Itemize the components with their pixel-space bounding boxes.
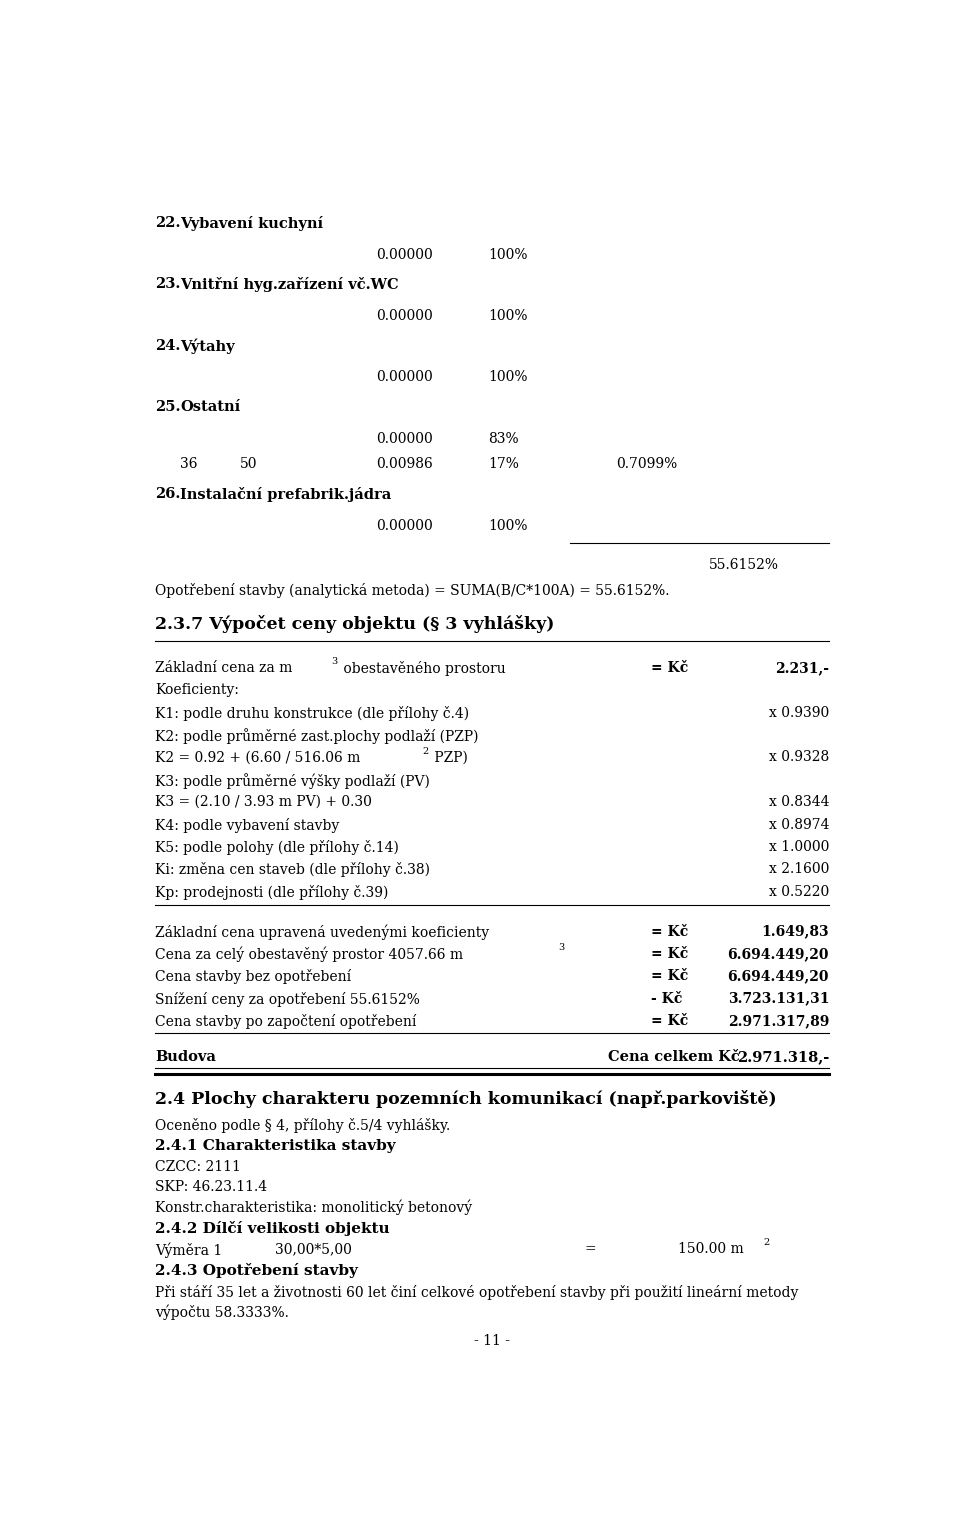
Text: Oceněno podle § 4, přílohy č.5/4 vyhlášky.: Oceněno podle § 4, přílohy č.5/4 vyhlášk… — [155, 1117, 450, 1132]
Text: 23.: 23. — [155, 278, 180, 292]
Text: 0.00000: 0.00000 — [375, 248, 433, 263]
Text: 83%: 83% — [488, 431, 518, 446]
Text: 2.4.2 Dílčí velikosti objektu: 2.4.2 Dílčí velikosti objektu — [155, 1221, 390, 1236]
Text: = Kč: = Kč — [651, 1015, 688, 1028]
Text: Ki: změna cen staveb (dle přílohy č.38): Ki: změna cen staveb (dle přílohy č.38) — [155, 862, 430, 877]
Text: 2.4.1 Charakteristika stavby: 2.4.1 Charakteristika stavby — [155, 1138, 396, 1152]
Text: 1.649,83: 1.649,83 — [761, 924, 829, 938]
Text: K2 = 0.92 + (6.60 / 516.06 m: K2 = 0.92 + (6.60 / 516.06 m — [155, 750, 360, 764]
Text: 2.4 Plochy charakteru pozemních komunikací (např.parkoviště): 2.4 Plochy charakteru pozemních komunika… — [155, 1091, 777, 1108]
Text: 3.723.131,31: 3.723.131,31 — [728, 992, 829, 1005]
Text: K1: podle druhu konstrukce (dle přílohy č.4): K1: podle druhu konstrukce (dle přílohy … — [155, 706, 469, 721]
Text: Cena celkem Kč: Cena celkem Kč — [609, 1050, 740, 1065]
Text: 100%: 100% — [488, 248, 528, 263]
Text: Základní cena za m: Základní cena za m — [155, 662, 292, 675]
Text: 55.6152%: 55.6152% — [708, 558, 779, 571]
Text: 6.694.449,20: 6.694.449,20 — [728, 947, 829, 961]
Text: K3: podle průměrné výšky podlaží (PV): K3: podle průměrné výšky podlaží (PV) — [155, 773, 430, 788]
Text: Výtahy: Výtahy — [180, 339, 235, 354]
Text: x 0.8974: x 0.8974 — [769, 817, 829, 831]
Text: 2.231,-: 2.231,- — [775, 662, 829, 675]
Text: - Kč: - Kč — [651, 992, 683, 1005]
Text: 2.3.7 Výpočet ceny objektu (§ 3 vyhlášky): 2.3.7 Výpočet ceny objektu (§ 3 vyhlášky… — [155, 616, 554, 633]
Text: Konstr.charakteristika: monolitický betonový: Konstr.charakteristika: monolitický beto… — [155, 1199, 472, 1215]
Text: 30,00*5,00: 30,00*5,00 — [275, 1242, 352, 1256]
Text: 17%: 17% — [488, 457, 519, 472]
Text: 3: 3 — [558, 943, 564, 952]
Text: CZCC: 2111: CZCC: 2111 — [155, 1160, 241, 1174]
Text: 100%: 100% — [488, 309, 528, 324]
Text: Ostatní: Ostatní — [180, 400, 241, 414]
Text: 100%: 100% — [488, 518, 528, 533]
Text: 2: 2 — [422, 747, 428, 756]
Text: x 2.1600: x 2.1600 — [769, 862, 829, 876]
Text: x 0.8344: x 0.8344 — [769, 795, 829, 810]
Text: = Kč: = Kč — [651, 924, 688, 938]
Text: 2: 2 — [763, 1238, 770, 1247]
Text: x 0.5220: x 0.5220 — [769, 885, 829, 898]
Text: =: = — [585, 1242, 596, 1256]
Text: 50: 50 — [240, 457, 257, 472]
Text: 0.00000: 0.00000 — [375, 309, 433, 324]
Text: 3: 3 — [331, 657, 337, 666]
Text: 6.694.449,20: 6.694.449,20 — [728, 969, 829, 984]
Text: 100%: 100% — [488, 370, 528, 385]
Text: x 0.9390: x 0.9390 — [769, 706, 829, 720]
Text: K3 = (2.10 / 3.93 m PV) + 0.30: K3 = (2.10 / 3.93 m PV) + 0.30 — [155, 795, 372, 810]
Text: obestavěného prostoru: obestavěného prostoru — [339, 662, 505, 675]
Text: K2: podle průměrné zast.plochy podlaží (PZP): K2: podle průměrné zast.plochy podlaží (… — [155, 729, 478, 744]
Text: 2.971.317,89: 2.971.317,89 — [728, 1015, 829, 1028]
Text: 150.00 m: 150.00 m — [678, 1242, 744, 1256]
Text: 2.971.318,-: 2.971.318,- — [737, 1050, 829, 1065]
Text: Základní cena upravená uvedenými koeficienty: Základní cena upravená uvedenými koefici… — [155, 924, 489, 940]
Text: Vnitřní hyg.zařízení vč.WC: Vnitřní hyg.zařízení vč.WC — [180, 278, 399, 292]
Text: Výměra 1: Výměra 1 — [155, 1242, 222, 1258]
Text: Budova: Budova — [155, 1050, 216, 1065]
Text: Při stáří 35 let a životnosti 60 let činí celkové opotřebení stavby při použití : Při stáří 35 let a životnosti 60 let čin… — [155, 1285, 799, 1300]
Text: Koeficienty:: Koeficienty: — [155, 683, 239, 697]
Text: Instalační prefabrik.jádra: Instalační prefabrik.jádra — [180, 487, 392, 501]
Text: 24.: 24. — [155, 339, 180, 353]
Text: SKP: 46.23.11.4: SKP: 46.23.11.4 — [155, 1180, 267, 1193]
Text: 0.00000: 0.00000 — [375, 518, 433, 533]
Text: Cena za celý obestavěný prostor 4057.66 m: Cena za celý obestavěný prostor 4057.66 … — [155, 947, 463, 963]
Text: = Kč: = Kč — [651, 947, 688, 961]
Text: Cena stavby bez opotřebení: Cena stavby bez opotřebení — [155, 969, 351, 984]
Text: x 1.0000: x 1.0000 — [769, 840, 829, 854]
Text: Vybavení kuchyní: Vybavení kuchyní — [180, 217, 324, 231]
Text: = Kč: = Kč — [651, 969, 688, 984]
Text: K4: podle vybavení stavby: K4: podle vybavení stavby — [155, 817, 339, 833]
Text: = Kč: = Kč — [651, 662, 688, 675]
Text: x 0.9328: x 0.9328 — [769, 750, 829, 764]
Text: 0.7099%: 0.7099% — [616, 457, 677, 472]
Text: Cena stavby po započtení opotřebení: Cena stavby po započtení opotřebení — [155, 1015, 417, 1028]
Text: 26.: 26. — [155, 487, 180, 501]
Text: Opotřebení stavby (analytická metoda) = SUMA(B/C*100A) = 55.6152%.: Opotřebení stavby (analytická metoda) = … — [155, 584, 669, 599]
Text: 2.4.3 Opotřebení stavby: 2.4.3 Opotřebení stavby — [155, 1264, 358, 1279]
Text: 0.00986: 0.00986 — [375, 457, 433, 472]
Text: K5: podle polohy (dle přílohy č.14): K5: podle polohy (dle přílohy č.14) — [155, 840, 398, 854]
Text: 25.: 25. — [155, 400, 180, 414]
Text: 0.00000: 0.00000 — [375, 370, 433, 385]
Text: výpočtu 58.3333%.: výpočtu 58.3333%. — [155, 1305, 289, 1320]
Text: 22.: 22. — [155, 217, 180, 231]
Text: PZP): PZP) — [430, 750, 468, 764]
Text: - 11 -: - 11 - — [474, 1334, 510, 1348]
Text: 36: 36 — [180, 457, 198, 472]
Text: 0.00000: 0.00000 — [375, 431, 433, 446]
Text: Snížení ceny za opotřebení 55.6152%: Snížení ceny za opotřebení 55.6152% — [155, 992, 420, 1007]
Text: Kp: prodejnosti (dle přílohy č.39): Kp: prodejnosti (dle přílohy č.39) — [155, 885, 388, 900]
